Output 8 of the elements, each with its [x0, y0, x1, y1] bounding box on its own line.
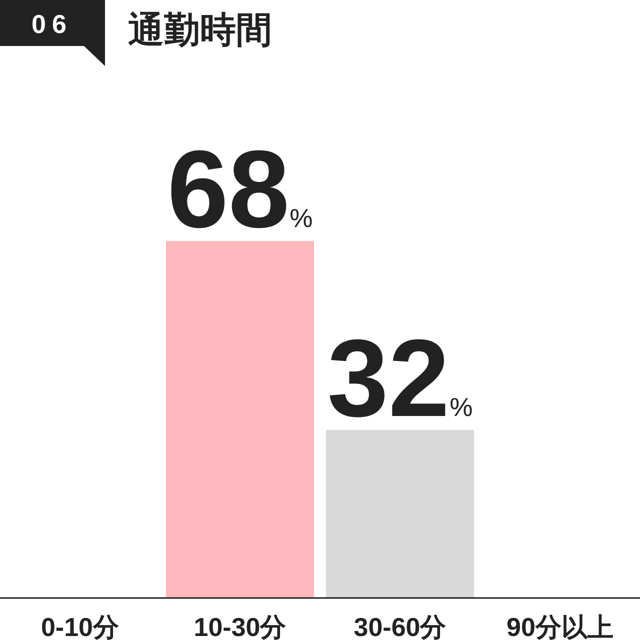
x-tick-label: 10-30分: [194, 612, 288, 640]
x-tick-label: 30-60分: [354, 612, 448, 640]
x-tick-label: 0-10分: [40, 612, 120, 640]
x-tick-label: 90分以上: [506, 612, 614, 640]
data-label: 32%: [327, 317, 473, 440]
data-label: 68%: [167, 128, 313, 251]
chart-title: 通勤時間: [128, 9, 272, 50]
text: 06: [32, 9, 72, 39]
